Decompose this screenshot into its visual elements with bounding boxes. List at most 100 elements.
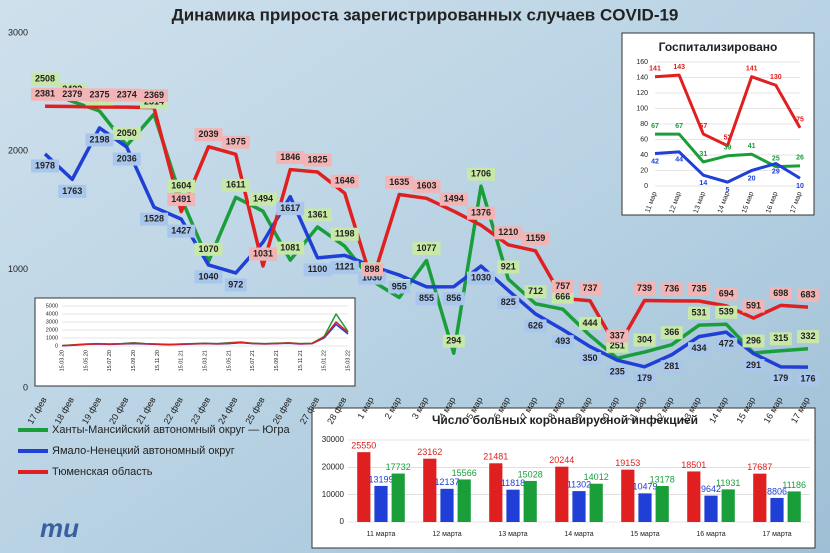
- series-line: [654, 150, 801, 184]
- data-label: 9642: [701, 484, 721, 494]
- label-box: [58, 184, 87, 198]
- label-box: [688, 342, 710, 356]
- data-label: 736: [664, 283, 679, 293]
- label-box: [31, 72, 59, 86]
- data-label: 898: [364, 264, 379, 274]
- data-label: 694: [719, 288, 734, 298]
- label-box: [276, 202, 305, 216]
- data-label: 179: [773, 373, 788, 383]
- label-box: [660, 282, 683, 296]
- data-label: 251: [610, 341, 625, 351]
- data-label: 1494: [444, 194, 464, 204]
- data-label: 735: [691, 283, 706, 293]
- label-box: [412, 179, 441, 193]
- x-tick-label: 12 марта: [432, 531, 461, 538]
- data-label: 14: [699, 180, 707, 187]
- bar: [753, 473, 767, 522]
- data-label: 17687: [747, 462, 772, 472]
- legend-label: Ханты-Мансийский автономный округ — Югра: [52, 424, 291, 436]
- data-label: 2375: [89, 89, 109, 99]
- bar: [687, 471, 701, 522]
- bar: [572, 491, 586, 522]
- x-tick-label: 15.01.22: [322, 350, 328, 371]
- x-tick-label: 15.09.21: [274, 350, 280, 371]
- legend-label: Тюменская область: [52, 466, 153, 478]
- x-tick-label: 15.01.21: [179, 350, 185, 371]
- data-label: 493: [555, 336, 570, 346]
- data-label: 698: [773, 288, 788, 298]
- data-label: 2039: [198, 129, 218, 139]
- label-box: [467, 206, 495, 220]
- label-box: [497, 295, 520, 309]
- data-label: 2508: [35, 74, 55, 84]
- series-line: [655, 132, 801, 169]
- data-label: 42: [651, 158, 659, 165]
- data-label: 737: [582, 283, 597, 293]
- x-tick-label: 15.05.21: [226, 350, 232, 371]
- data-label: 26: [796, 155, 804, 162]
- data-label: 179: [637, 373, 652, 383]
- label-box: [330, 174, 359, 188]
- bar: [391, 473, 405, 522]
- y-tick-label: 3000: [8, 27, 28, 37]
- x-tick-label: 16 марта: [696, 531, 725, 538]
- label-box: [769, 372, 792, 386]
- label-box: [769, 332, 792, 346]
- data-label: 1617: [280, 203, 300, 213]
- label-box: [303, 153, 332, 167]
- data-label: 291: [746, 360, 761, 370]
- label-box: [112, 152, 141, 166]
- data-label: 13178: [650, 474, 675, 484]
- bar: [440, 488, 454, 522]
- label-box: [497, 260, 520, 274]
- label-box: [330, 227, 359, 241]
- data-label: 1975: [226, 137, 246, 147]
- data-label: 2050: [117, 128, 137, 138]
- label-box: [194, 128, 223, 142]
- y-tick-label: 1000: [8, 264, 28, 274]
- y-tick-label: 30000: [322, 435, 345, 444]
- data-label: 434: [691, 343, 706, 353]
- data-label: 1081: [280, 242, 300, 252]
- label-box: [742, 334, 765, 348]
- x-tick-label: 17 марта: [762, 531, 791, 538]
- y-tick-label: 2000: [46, 327, 58, 333]
- data-label: 1031: [253, 248, 273, 258]
- data-label: 1030: [362, 272, 382, 282]
- data-label: 67: [651, 123, 659, 130]
- label-box: [415, 292, 438, 306]
- data-label: 19153: [615, 458, 640, 468]
- label-box: [715, 305, 738, 319]
- label-box: [633, 372, 656, 386]
- label-box: [467, 167, 495, 181]
- data-label: 1100: [308, 264, 328, 274]
- y-tick-label: 0: [23, 382, 28, 392]
- data-label: 366: [664, 327, 679, 337]
- data-label: 141: [746, 66, 758, 73]
- y-tick-label: 20000: [322, 462, 345, 471]
- label-box: [439, 192, 468, 206]
- data-label: 1070: [198, 244, 218, 254]
- label-box: [524, 285, 547, 299]
- label-box: [521, 232, 550, 246]
- data-label: 12137: [434, 477, 459, 487]
- data-label: 1978: [35, 160, 55, 170]
- label-box: [221, 135, 250, 149]
- data-label: 5: [726, 187, 730, 194]
- label-box: [330, 260, 359, 274]
- label-box: [85, 133, 114, 147]
- data-label: 1159: [526, 233, 546, 243]
- data-label: 972: [228, 279, 243, 289]
- label-box: [31, 159, 59, 173]
- label-box: [579, 282, 601, 296]
- y-tick-label: 80: [640, 121, 648, 128]
- label-box: [167, 224, 196, 238]
- data-label: 350: [582, 353, 597, 363]
- label-box: [579, 352, 601, 366]
- series-line: [44, 104, 809, 350]
- data-label: 444: [582, 318, 597, 328]
- data-label: 921: [501, 261, 516, 271]
- label-box: [606, 339, 629, 353]
- x-tick-label: 15.03.22: [345, 350, 351, 371]
